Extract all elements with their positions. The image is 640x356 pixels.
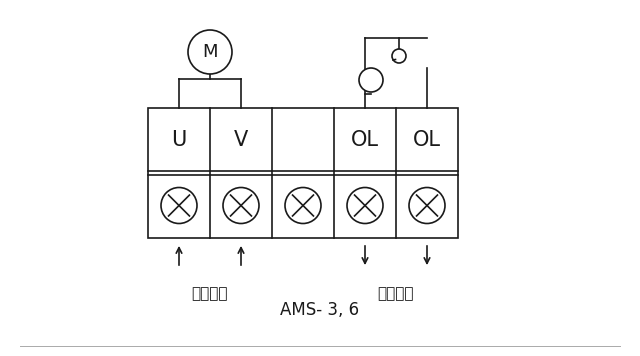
Circle shape <box>347 188 383 224</box>
Circle shape <box>359 68 383 92</box>
Text: 電源入力: 電源入力 <box>192 286 228 301</box>
Circle shape <box>223 188 259 224</box>
Text: OL: OL <box>351 131 379 151</box>
Text: 接点出力: 接点出力 <box>378 286 414 301</box>
Text: OL: OL <box>413 131 441 151</box>
Text: U: U <box>172 131 187 151</box>
Circle shape <box>409 188 445 224</box>
Text: V: V <box>234 131 248 151</box>
Circle shape <box>392 49 406 63</box>
Bar <box>148 108 458 238</box>
Circle shape <box>161 188 197 224</box>
Text: AMS- 3, 6: AMS- 3, 6 <box>280 301 360 319</box>
Circle shape <box>285 188 321 224</box>
Circle shape <box>188 30 232 74</box>
Text: M: M <box>202 43 218 61</box>
